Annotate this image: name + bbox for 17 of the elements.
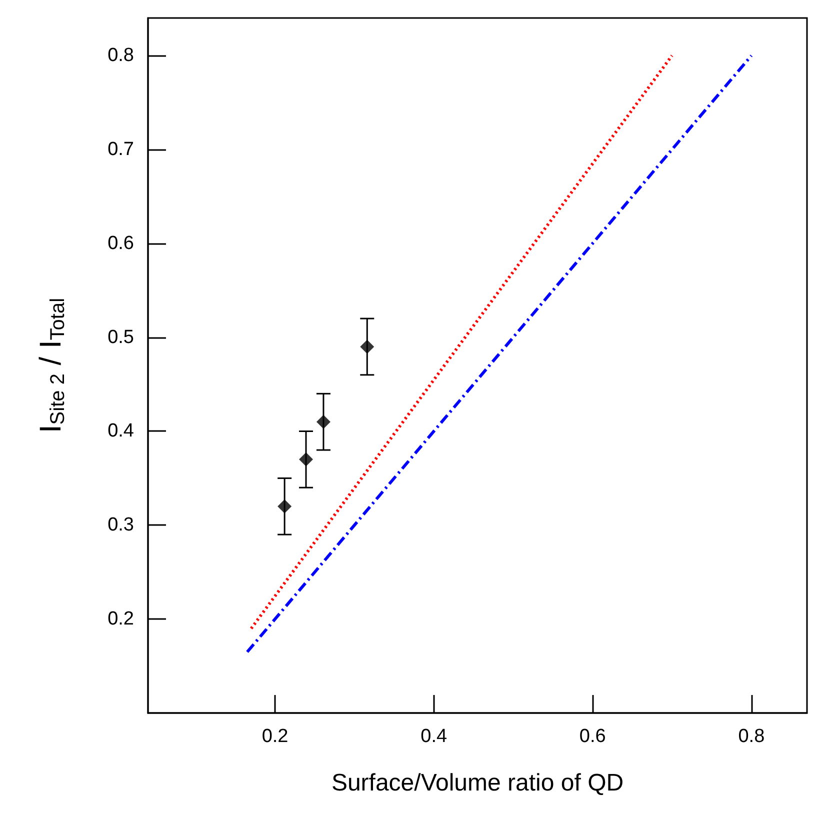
y-tick-label: 0.3: [108, 514, 134, 536]
x-tick-label: 0.4: [420, 726, 448, 747]
y-tick-label: 0.8: [108, 45, 134, 66]
y-tick-label: 0.7: [108, 138, 134, 160]
point: [278, 499, 292, 514]
y-tick-label: 0.6: [108, 232, 134, 254]
x-tick-label: 0.8: [738, 726, 765, 747]
x-axis-title: Surface/Volume ratio of QD: [331, 770, 624, 796]
y-tick-label: 0.5: [108, 326, 134, 348]
point: [360, 340, 374, 354]
y-tick-label: 0.2: [108, 608, 134, 630]
point: [316, 414, 330, 429]
x-tick-label: 0.2: [262, 726, 288, 747]
y-tick-label: 0.4: [108, 420, 134, 442]
point: [299, 452, 313, 466]
x-tick-label: 0.6: [579, 726, 606, 747]
y-axis-title: ISite 2 / ITotal: [34, 298, 69, 434]
